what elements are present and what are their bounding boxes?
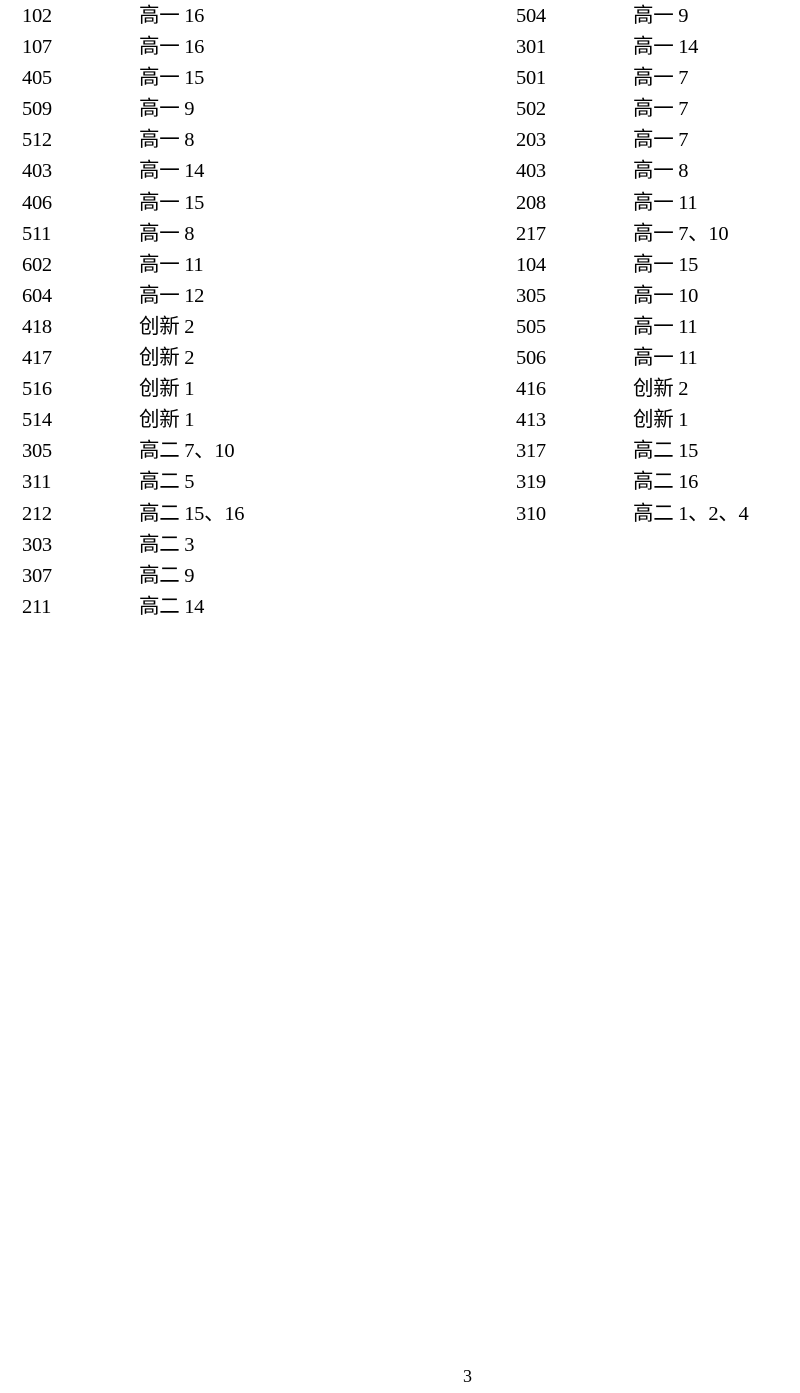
class-assignment: 高一 16 [139, 36, 205, 59]
class-assignment: 高一 7、10 [633, 222, 729, 245]
room-number: 506 [516, 347, 546, 370]
room-number: 311 [22, 471, 52, 494]
room-number: 305 [516, 284, 546, 307]
class-assignment: 高一 11 [633, 191, 698, 214]
room-number: 413 [516, 409, 546, 432]
room-number: 203 [516, 129, 546, 152]
room-number: 310 [516, 502, 546, 525]
room-number: 502 [516, 98, 546, 121]
class-assignment: 高一 16 [139, 5, 205, 27]
room-number: 317 [516, 440, 546, 463]
class-assignment: 创新 1 [139, 378, 195, 401]
class-assignment: 高二 7、10 [139, 440, 235, 463]
class-assignment: 高一 11 [139, 253, 204, 276]
room-number: 505 [516, 315, 546, 338]
class-assignment: 高一 9 [139, 98, 195, 121]
class-assignment: 创新 2 [139, 315, 195, 338]
class-assignment: 高一 7 [633, 129, 689, 152]
class-assignment: 高二 15 [633, 440, 699, 463]
class-assignment: 高二 1、2、4 [633, 502, 749, 525]
class-assignment: 创新 2 [139, 347, 195, 370]
page-number: 3 [463, 1366, 472, 1386]
class-assignment: 高二 5 [139, 471, 195, 494]
room-number: 602 [22, 253, 52, 276]
room-number: 305 [22, 440, 52, 463]
room-number: 405 [22, 67, 52, 90]
class-assignment: 高一 11 [633, 315, 698, 338]
room-number: 107 [22, 36, 52, 59]
room-number: 418 [22, 315, 52, 338]
room-number: 319 [516, 471, 546, 494]
room-number: 212 [22, 502, 52, 525]
room-number: 102 [22, 5, 52, 27]
class-assignment: 高二 9 [139, 564, 195, 587]
class-assignment: 创新 2 [633, 378, 689, 401]
room-number: 104 [516, 253, 546, 276]
class-assignment: 高一 8 [633, 160, 689, 183]
class-assignment: 高一 9 [633, 5, 689, 27]
room-number: 509 [22, 98, 52, 121]
room-number: 217 [516, 222, 546, 245]
class-assignment: 高二 15、16 [139, 502, 245, 525]
class-assignment: 高二 14 [139, 595, 205, 618]
room-number: 307 [22, 564, 52, 587]
class-assignment: 高一 7 [633, 67, 689, 90]
room-number: 403 [22, 160, 52, 183]
class-assignment: 高一 14 [139, 160, 205, 183]
room-number: 512 [22, 129, 52, 152]
room-number: 416 [516, 378, 546, 401]
room-number: 511 [22, 222, 52, 245]
class-assignment: 高二 3 [139, 533, 195, 556]
class-assignment: 高一 11 [633, 347, 698, 370]
class-assignment: 高一 7 [633, 98, 689, 121]
room-number: 604 [22, 284, 52, 307]
class-assignment: 高一 8 [139, 222, 195, 245]
class-assignment: 高一 14 [633, 36, 699, 59]
class-assignment: 创新 1 [633, 409, 689, 432]
room-number: 403 [516, 160, 546, 183]
room-number: 208 [516, 191, 546, 214]
room-number: 504 [516, 5, 546, 27]
room-number: 406 [22, 191, 52, 214]
class-assignment: 创新 1 [139, 409, 195, 432]
class-assignment: 高一 12 [139, 284, 205, 307]
class-assignment: 高一 8 [139, 129, 195, 152]
room-number: 501 [516, 67, 546, 90]
class-assignment: 高一 15 [139, 191, 205, 214]
room-number: 301 [516, 36, 546, 59]
room-number: 303 [22, 533, 52, 556]
room-number: 514 [22, 409, 52, 432]
class-assignment: 高二 16 [633, 471, 699, 494]
class-assignment: 高一 10 [633, 284, 699, 307]
room-number: 516 [22, 378, 52, 401]
room-number: 211 [22, 595, 52, 618]
room-number: 417 [22, 347, 52, 370]
class-assignment: 高一 15 [633, 253, 699, 276]
class-assignment: 高一 15 [139, 67, 205, 90]
